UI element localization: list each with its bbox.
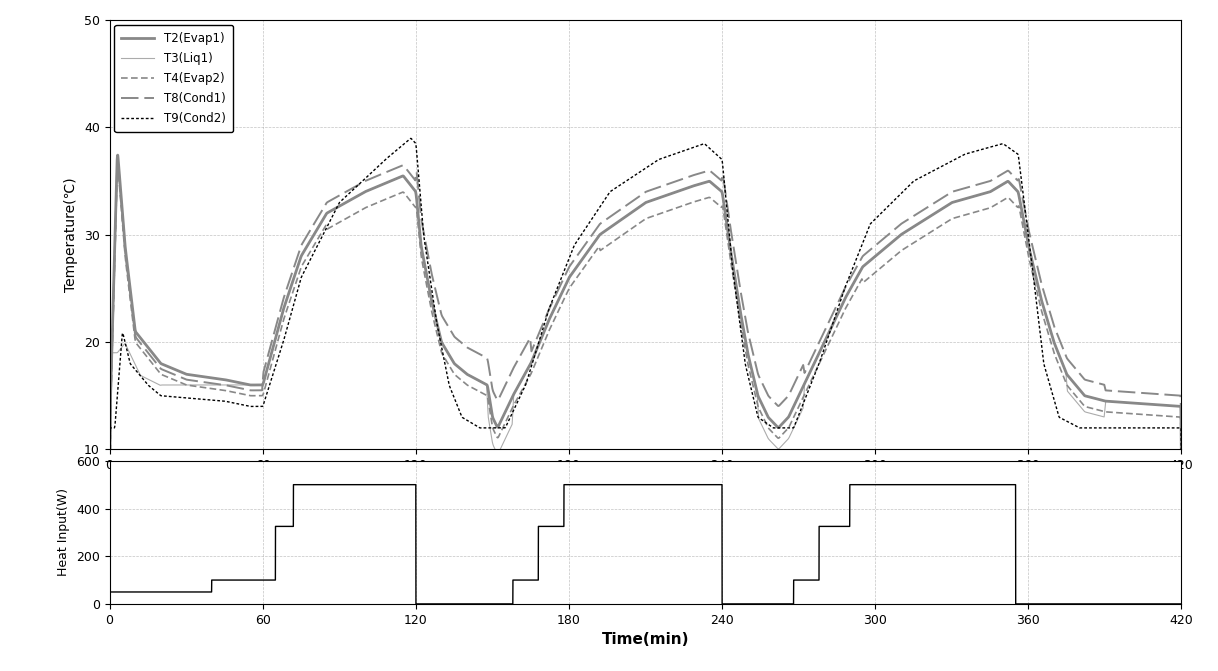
- T8(Cond1): [102, 505, 117, 513]
- T9(Cond2): [783, 424, 798, 432]
- T4(Evap2): [156, 372, 171, 380]
- T8(Cond1): [737, 306, 752, 314]
- Line: T4(Evap2): T4(Evap2): [110, 168, 1181, 511]
- Line: T3(Liq1): T3(Liq1): [110, 176, 1181, 482]
- T9(Cond2): [491, 424, 505, 432]
- T8(Cond1): [111, 159, 125, 167]
- T9(Cond2): [1174, 472, 1189, 480]
- T8(Cond1): [896, 218, 911, 226]
- T2(Evap1): [954, 196, 968, 204]
- T2(Evap1): [491, 423, 505, 431]
- T3(Liq1): [1174, 478, 1189, 486]
- T3(Liq1): [156, 381, 171, 389]
- Legend: T2(Evap1), T3(Liq1), T4(Evap2), T8(Cond1), T9(Cond2): T2(Evap1), T3(Liq1), T4(Evap2), T8(Cond1…: [114, 25, 233, 132]
- T4(Evap2): [896, 245, 911, 253]
- T8(Cond1): [1174, 471, 1189, 479]
- T9(Cond2): [156, 392, 171, 400]
- T3(Liq1): [102, 451, 117, 459]
- T4(Evap2): [783, 419, 798, 427]
- T8(Cond1): [783, 387, 798, 395]
- T2(Evap1): [156, 361, 171, 369]
- T9(Cond2): [102, 488, 117, 497]
- T4(Evap2): [737, 338, 752, 346]
- T9(Cond2): [737, 351, 752, 359]
- T8(Cond1): [491, 396, 505, 404]
- T8(Cond1): [156, 366, 171, 374]
- T3(Liq1): [396, 172, 410, 180]
- Line: T8(Cond1): T8(Cond1): [110, 163, 1181, 509]
- T3(Liq1): [737, 327, 752, 336]
- T8(Cond1): [954, 185, 968, 193]
- T3(Liq1): [783, 430, 798, 438]
- T4(Evap2): [111, 164, 125, 172]
- T9(Cond2): [403, 134, 418, 142]
- Y-axis label: Temperature(℃): Temperature(℃): [65, 177, 78, 292]
- T2(Evap1): [737, 328, 752, 336]
- T2(Evap1): [102, 483, 117, 491]
- Line: T2(Evap1): T2(Evap1): [110, 155, 1181, 487]
- Y-axis label: Heat Input(W): Heat Input(W): [57, 488, 71, 576]
- T4(Evap2): [1174, 484, 1189, 492]
- T2(Evap1): [896, 229, 911, 237]
- T3(Liq1): [896, 229, 911, 237]
- T4(Evap2): [954, 212, 968, 220]
- T4(Evap2): [102, 507, 117, 515]
- T3(Liq1): [491, 450, 505, 458]
- T2(Evap1): [111, 151, 125, 159]
- T9(Cond2): [954, 152, 968, 160]
- T3(Liq1): [954, 196, 968, 204]
- T2(Evap1): [783, 409, 798, 417]
- T4(Evap2): [491, 433, 505, 442]
- X-axis label: Time(min): Time(min): [602, 632, 689, 647]
- T9(Cond2): [896, 186, 911, 194]
- Line: T9(Cond2): T9(Cond2): [110, 138, 1181, 493]
- T2(Evap1): [1174, 462, 1189, 470]
